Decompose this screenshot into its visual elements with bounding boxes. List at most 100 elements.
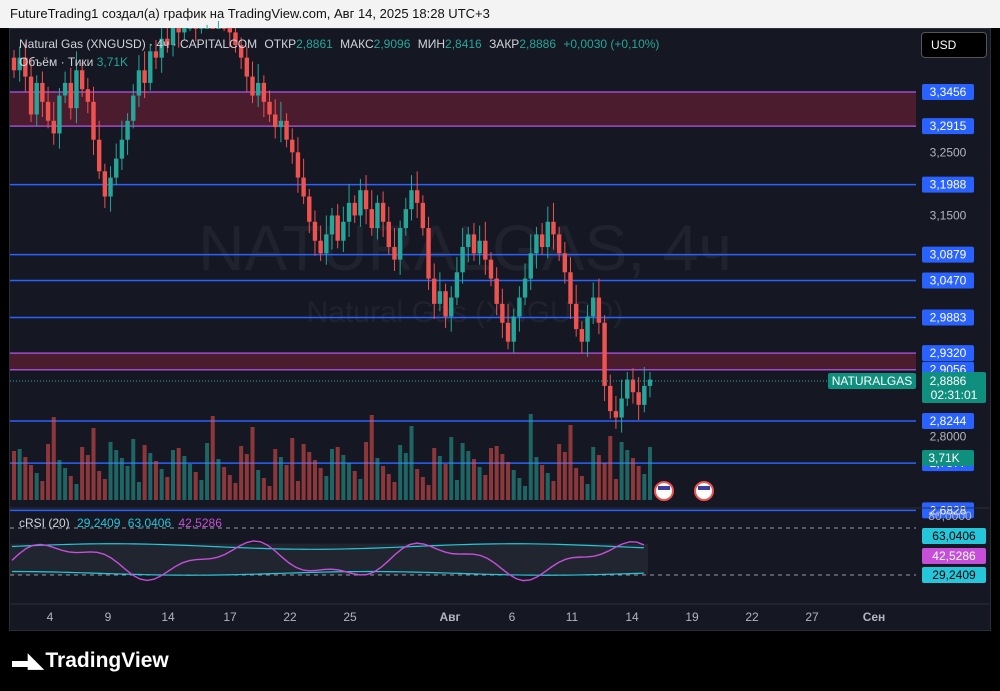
candle-61 <box>358 190 363 216</box>
volume-bar-57 <box>335 447 340 500</box>
candle-104 <box>602 322 607 386</box>
candle-23 <box>142 70 147 83</box>
symbol-legend[interactable]: Natural Gas (XNGUSD) · 4ч · CAPITALCOM О… <box>19 37 659 51</box>
candle-45 <box>267 101 272 115</box>
volume-label: Объём · Тики <box>19 55 94 69</box>
candle-65 <box>380 202 386 222</box>
price-tick-0: 3,2500 <box>930 145 967 159</box>
candle-105 <box>608 385 613 412</box>
change-value: +0,0030 (+0,10%) <box>563 37 660 51</box>
volume-bar-19 <box>119 458 124 500</box>
candle-64 <box>375 202 380 229</box>
tradingview-brand[interactable]: ▬◣ TradingView <box>12 648 169 673</box>
volume-bar-36 <box>216 459 221 500</box>
volume-bar-16 <box>102 479 107 500</box>
symbol-title[interactable]: Natural Gas (XNGUSD) · 4ч · CAPITALCOM <box>19 37 258 51</box>
candle-48 <box>284 120 289 140</box>
us-flag-event-icon-1 <box>694 481 714 501</box>
rsi-value-upper: 63,0406 <box>127 516 172 530</box>
volume-bar-45 <box>267 486 272 500</box>
candle-16 <box>102 171 108 197</box>
volume-bar-53 <box>312 460 317 500</box>
volume-bar-102 <box>591 447 596 500</box>
candle-43 <box>255 82 261 96</box>
volume-bar-90 <box>523 486 528 500</box>
level-label-0: 3,3456 <box>930 85 967 99</box>
volume-bar-2 <box>23 457 28 500</box>
volume-bar-76 <box>443 464 448 500</box>
volume-bar-87 <box>506 462 511 500</box>
volume-bar-85 <box>494 446 499 500</box>
volume-bar-59 <box>347 463 352 500</box>
volume-bar-50 <box>295 481 300 500</box>
volume-bar-66 <box>386 474 391 500</box>
candle-53 <box>312 221 318 241</box>
volume-bar-11 <box>74 484 79 500</box>
candle-85 <box>494 278 499 304</box>
level-tag-1 <box>922 118 974 135</box>
candle-56 <box>329 215 335 235</box>
level-tag-6 <box>922 345 974 362</box>
volume-bar-106 <box>613 479 618 500</box>
volume-bar-6 <box>46 444 51 500</box>
candle-96 <box>556 234 562 254</box>
candle-94 <box>545 221 550 248</box>
volume-bar-109 <box>630 458 635 500</box>
candle-63 <box>369 209 374 229</box>
volume-bar-99 <box>574 468 579 500</box>
volume-legend[interactable]: Объём · Тики 3,71K <box>19 55 128 69</box>
time-tick-10: 19 <box>685 610 699 624</box>
rsi-scale-label: 80,0000 <box>928 509 972 523</box>
volume-bar-110 <box>636 466 641 500</box>
candle-102 <box>591 297 596 317</box>
volume-bar-46 <box>273 449 278 500</box>
volume-bar-93 <box>540 465 545 500</box>
candle-7 <box>51 120 56 134</box>
volume-bar-72 <box>420 477 425 500</box>
volume-bar-58 <box>341 455 346 500</box>
candle-60 <box>352 202 357 216</box>
candle-17 <box>108 177 113 197</box>
candle-108 <box>625 379 630 399</box>
candle-10 <box>68 82 73 109</box>
volume-bar-41 <box>244 454 249 500</box>
volume-bar-23 <box>142 445 147 500</box>
volume-bar-67 <box>392 482 397 500</box>
volume-bar-56 <box>330 449 334 500</box>
volume-bar-40 <box>239 446 244 500</box>
candle-92 <box>534 234 539 254</box>
candle-86 <box>500 303 505 323</box>
candle-78 <box>454 272 460 298</box>
candle-58 <box>341 221 346 241</box>
level-tag-3 <box>922 246 974 263</box>
candle-11 <box>74 70 79 109</box>
volume-bar-55 <box>324 476 329 500</box>
candle-37 <box>221 28 227 29</box>
candle-46 <box>273 114 278 128</box>
candle-76 <box>443 291 448 317</box>
candle-40 <box>238 45 244 58</box>
volume-bar-34 <box>205 443 210 500</box>
candle-6 <box>45 101 51 121</box>
candle-87 <box>505 322 511 342</box>
candle-99 <box>573 303 579 330</box>
chart-panel[interactable] <box>9 28 991 631</box>
candle-36 <box>216 28 221 29</box>
volume-bar-48 <box>284 465 289 500</box>
rsi-legend[interactable]: cRSI (20) 29,2409 63,0406 42,5286 <box>19 516 222 530</box>
candle-55 <box>324 234 329 254</box>
rsi-tag-0 <box>922 528 986 544</box>
price-tick-1: 3,1500 <box>930 208 967 222</box>
last-price-tag <box>922 372 986 403</box>
high-label: МАКС <box>340 37 374 51</box>
volume-bar-79 <box>460 443 465 500</box>
currency-button[interactable]: USD <box>921 32 987 58</box>
volume-bar-81 <box>471 459 476 500</box>
candle-26 <box>159 38 164 58</box>
volume-bar-88 <box>511 470 516 500</box>
last-price-countdown: 02:31:01 <box>931 388 978 402</box>
volume-bar-1 <box>17 449 22 500</box>
close-label: ЗАКР <box>489 37 520 51</box>
candle-90 <box>522 278 528 298</box>
